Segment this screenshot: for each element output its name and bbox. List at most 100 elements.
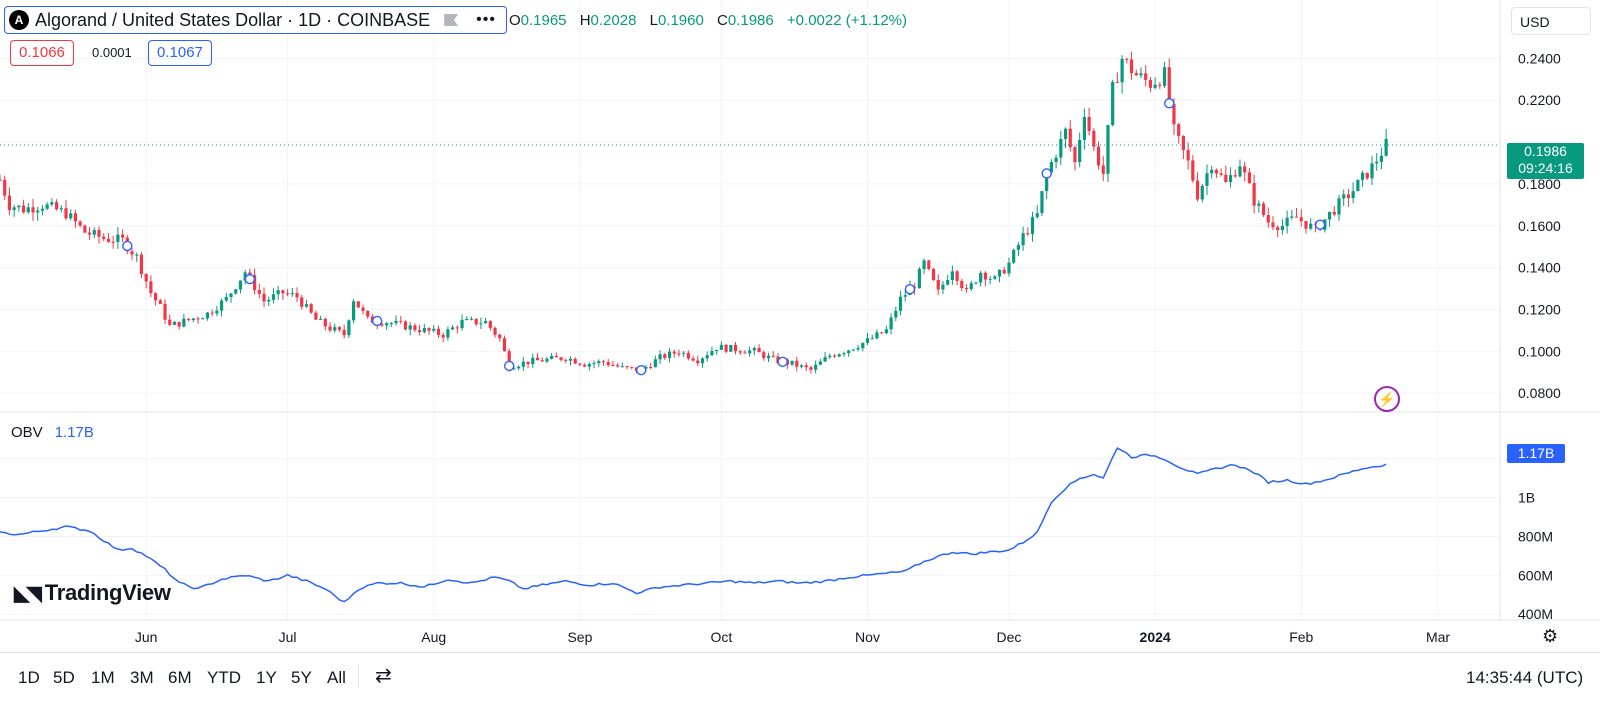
last-price-label: 0.1986 09:24:16 xyxy=(1507,143,1584,179)
candle xyxy=(394,315,398,326)
candle xyxy=(186,318,191,322)
candle xyxy=(210,309,214,316)
candle xyxy=(1078,132,1082,168)
candle xyxy=(1365,172,1369,180)
candle xyxy=(1148,76,1152,93)
candle xyxy=(1205,164,1209,195)
candle xyxy=(389,321,393,328)
candle xyxy=(568,356,573,366)
candle xyxy=(1233,169,1237,178)
candle xyxy=(517,365,521,371)
candle xyxy=(988,275,992,285)
timeframe-button-5d[interactable]: 5D xyxy=(53,668,75,687)
candle xyxy=(493,326,497,338)
candle xyxy=(436,325,441,339)
timeframe-button-1m[interactable]: 1M xyxy=(91,668,115,687)
timeframe-button-1y[interactable]: 1Y xyxy=(256,668,277,687)
candle xyxy=(403,320,408,331)
lightning-icon[interactable]: ⚡ xyxy=(1374,386,1400,412)
candle xyxy=(700,357,705,368)
price-axis-ticks: 0.0800 0.1000 0.1200 0.1400 0.1600 0.1800 0.22… xyxy=(1518,50,1561,401)
obv-series-line xyxy=(0,446,1387,603)
candle xyxy=(50,198,54,207)
candle xyxy=(484,317,488,324)
candle xyxy=(927,259,931,271)
candle xyxy=(432,325,436,333)
candle xyxy=(969,280,973,291)
candle xyxy=(92,227,96,239)
timeframe-button-ytd[interactable]: YTD xyxy=(207,668,241,687)
candle xyxy=(102,233,106,241)
timeframe-button-all[interactable]: All xyxy=(327,668,346,687)
candle xyxy=(554,352,558,358)
event-markers[interactable] xyxy=(122,98,1326,376)
bid-price-button[interactable]: 0.1066 xyxy=(10,40,74,66)
spread-value: 0.0001 xyxy=(92,45,132,60)
candle xyxy=(73,209,78,228)
tradingview-brand: TradingView xyxy=(44,580,171,605)
candle xyxy=(997,269,1002,283)
candle xyxy=(366,310,370,320)
event-marker[interactable] xyxy=(1041,168,1052,179)
candle xyxy=(465,316,469,321)
obv-last-label: 1.17B xyxy=(1507,444,1565,463)
ask-price-button[interactable]: 0.1067 xyxy=(148,40,212,66)
candle xyxy=(804,362,808,372)
candle xyxy=(705,351,709,362)
more-icon[interactable]: ••• xyxy=(476,11,496,28)
candle xyxy=(215,305,219,317)
close-value: 0.1986 xyxy=(727,11,774,29)
timeframe-button-1d[interactable]: 1D xyxy=(18,668,40,687)
timeframe-button-6m[interactable]: 6M xyxy=(168,668,192,687)
candle xyxy=(1153,77,1157,90)
candle xyxy=(252,268,257,295)
event-marker[interactable] xyxy=(1314,219,1326,230)
candle xyxy=(1257,200,1261,213)
currency-select[interactable]: USD xyxy=(1511,7,1591,35)
event-marker[interactable] xyxy=(244,273,256,285)
high-value: 0.2028 xyxy=(590,11,637,29)
event-marker[interactable] xyxy=(904,284,916,295)
candle xyxy=(158,298,162,305)
candle xyxy=(262,287,266,308)
utc-clock[interactable]: 14:35:44 (UTC) xyxy=(1466,668,1584,687)
candle xyxy=(139,251,144,279)
timeframe-button-5y[interactable]: 5Y xyxy=(291,668,312,687)
event-marker[interactable] xyxy=(371,315,383,327)
candle xyxy=(847,349,851,357)
candle xyxy=(1214,168,1219,178)
candle xyxy=(1243,161,1247,182)
candle xyxy=(205,312,210,321)
event-marker[interactable] xyxy=(1164,98,1175,109)
event-marker[interactable] xyxy=(777,356,788,367)
candle xyxy=(1219,168,1223,177)
event-marker[interactable] xyxy=(503,360,515,372)
candle xyxy=(441,332,445,343)
candle xyxy=(352,298,356,324)
tradingview-logo[interactable]: ◣◥ TradingView xyxy=(14,580,171,606)
candle xyxy=(1035,205,1039,219)
flag-icon[interactable] xyxy=(444,14,459,26)
candle xyxy=(267,296,271,307)
candle xyxy=(257,283,261,299)
algorand-logo-icon: A xyxy=(9,10,29,30)
candle xyxy=(182,313,186,328)
candle xyxy=(828,353,832,360)
candle xyxy=(498,333,502,342)
candle xyxy=(153,292,158,306)
candle xyxy=(418,324,422,336)
timeframe-button-3m[interactable]: 3M xyxy=(130,668,154,687)
candle xyxy=(950,265,954,285)
candle xyxy=(238,280,243,294)
symbol-selector[interactable]: A Algorand / United States Dollar · 1D ·… xyxy=(4,6,507,34)
calendar-range-icon[interactable]: ⇄ xyxy=(375,665,392,687)
gear-icon[interactable]: ⚙ xyxy=(1542,626,1559,646)
candle xyxy=(733,341,738,355)
candle xyxy=(328,322,332,333)
open-value: 0.1965 xyxy=(520,11,567,29)
candle xyxy=(861,342,865,352)
event-marker[interactable] xyxy=(636,364,647,376)
event-marker[interactable] xyxy=(122,240,133,252)
time-tick-label: Dec xyxy=(997,629,1022,645)
